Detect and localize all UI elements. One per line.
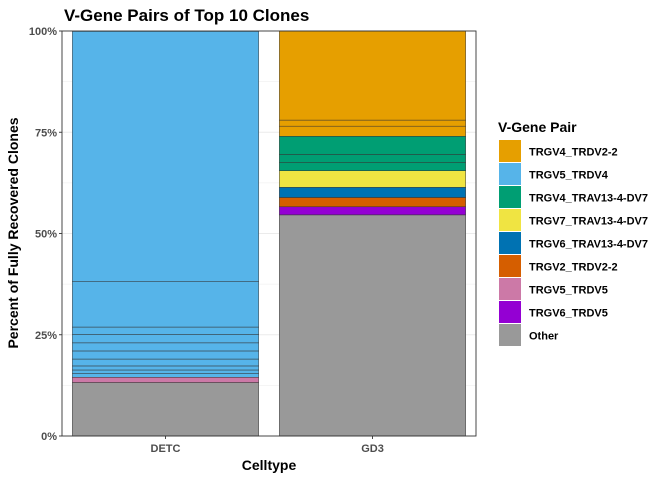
legend-title: V-Gene Pair — [498, 119, 577, 135]
y-tick-label: 100% — [29, 26, 57, 38]
x-axis: DETC GD3 — [151, 436, 384, 455]
bars-layer — [72, 30, 466, 437]
legend-key — [499, 278, 521, 300]
x-tick-label: DETC — [151, 443, 181, 455]
bar-segment-gd3 — [279, 119, 466, 127]
bar-segment-gd3 — [279, 187, 466, 198]
legend-label: TRGV5_TRDV4 — [529, 170, 609, 182]
x-tick-label: GD3 — [361, 443, 384, 455]
legend-label: TRGV4_TRDV2-2 — [529, 147, 618, 159]
legend-key — [499, 301, 521, 323]
legend-key — [499, 209, 521, 231]
bar-segment-detc — [72, 31, 259, 282]
bar-segment-gd3 — [279, 197, 466, 208]
legend-key — [499, 140, 521, 162]
x-axis-title: Celltype — [242, 457, 297, 473]
y-axis: 0% 25% 50% 75% 100% — [29, 26, 62, 443]
bar-segment-detc — [72, 377, 259, 383]
legend: V-Gene Pair TRGV4_TRDV2-2 TRGV5_TRDV4 TRGV… — [498, 119, 648, 346]
bar-segment-gd3 — [279, 125, 466, 137]
bar-segment-detc — [72, 365, 259, 371]
legend-key — [499, 232, 521, 254]
bar-segment-detc — [72, 358, 259, 367]
legend-label: TRGV2_TRDV2-2 — [529, 262, 618, 274]
legend-label: TRGV6_TRAV13-4-DV7 — [529, 239, 648, 251]
bar-segment-detc — [72, 342, 259, 352]
bar-segment-detc — [72, 373, 259, 378]
bar-segment-gd3 — [279, 30, 466, 121]
legend-key — [499, 186, 521, 208]
bar-segment-gd3 — [279, 162, 466, 171]
bar-segment-gd3 — [279, 154, 466, 163]
chart-title: V-Gene Pairs of Top 10 Clones — [64, 6, 309, 25]
legend-label: TRGV5_TRDV5 — [529, 285, 608, 297]
y-tick-label: 0% — [41, 431, 57, 443]
bar-segment-gd3 — [279, 136, 466, 155]
y-tick-label: 25% — [35, 330, 57, 342]
y-tick-label: 50% — [35, 229, 57, 241]
legend-label: TRGV6_TRDV5 — [529, 308, 608, 320]
bar-segment-detc — [72, 350, 259, 360]
y-axis-title: Percent of Fully Recovered Clones — [5, 117, 21, 348]
bar-segment-gd3 — [279, 206, 466, 216]
bar-segment-detc — [72, 281, 259, 328]
bar-segment-gd3 — [279, 214, 466, 437]
legend-label: TRGV7_TRAV13-4-DV7 — [529, 216, 648, 228]
bar-segment-gd3 — [279, 170, 466, 188]
bar-segment-detc — [72, 382, 259, 437]
bar-segment-detc — [72, 326, 259, 335]
legend-key — [499, 163, 521, 185]
legend-key — [499, 255, 521, 277]
legend-key — [499, 324, 521, 346]
legend-label: Other — [529, 331, 559, 343]
bar-segment-detc — [72, 369, 259, 374]
legend-label: TRGV4_TRAV13-4-DV7 — [529, 193, 648, 205]
bar-segment-detc — [72, 334, 259, 344]
y-tick-label: 75% — [35, 127, 57, 139]
